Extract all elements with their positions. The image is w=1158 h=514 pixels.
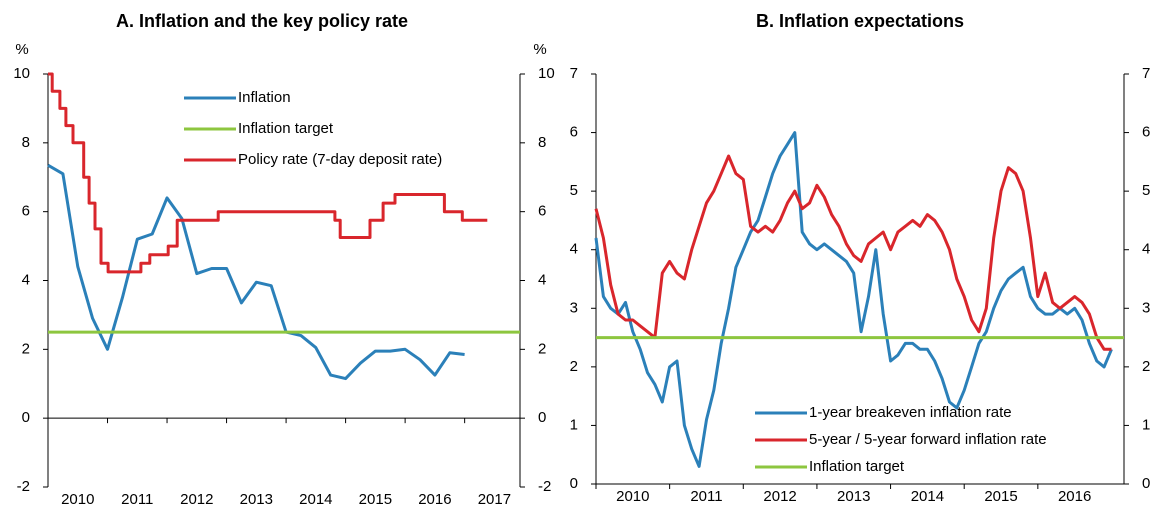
x-tick-label: 2013 (240, 491, 273, 508)
y2-tick-label: 2 (1142, 358, 1150, 375)
y2-tick-label: 5 (1142, 182, 1150, 199)
y2-tick-label: 6 (538, 203, 546, 220)
x-tick-label: 2011 (121, 491, 153, 508)
series-line (594, 131, 1113, 468)
legend-label: Inflation target (809, 458, 905, 475)
x-tick-label: 2011 (690, 488, 722, 505)
y2-tick-label: 0 (1142, 475, 1150, 492)
y2-tick-label: 8 (538, 134, 546, 151)
y2-tick-label: 2 (538, 340, 546, 357)
y2-tick-label: 6 (1142, 124, 1150, 141)
y-tick-label: 0 (22, 409, 30, 426)
y-tick-label: 3 (570, 299, 578, 316)
legend-label: 5-year / 5-year forward inflation rate (809, 431, 1047, 448)
y2-tick-label: 7 (1142, 65, 1150, 82)
y-tick-label: 2 (22, 340, 30, 357)
x-tick-label: 2010 (616, 488, 649, 505)
y-tick-label: -2 (17, 478, 30, 495)
series-line (47, 163, 465, 381)
x-tick-label: 2015 (984, 488, 1017, 505)
x-tick-label: 2017 (478, 491, 511, 508)
x-tick-label: 2010 (61, 491, 94, 508)
y-tick-label: 10 (13, 65, 30, 82)
x-tick-label: 2012 (763, 488, 796, 505)
y2-tick-label: 10 (538, 65, 555, 82)
y2-tick-label: 4 (538, 271, 546, 288)
x-tick-label: 2014 (299, 491, 332, 508)
series-line (594, 154, 1112, 351)
y2-tick-label: 4 (1142, 241, 1150, 258)
y2-tick-label: -2 (538, 478, 551, 495)
y-tick-label: 8 (22, 134, 30, 151)
y-tick-label: 4 (22, 271, 30, 288)
y-tick-label: 6 (22, 203, 30, 220)
chart-title: B. Inflation expectations (756, 11, 964, 31)
x-tick-label: 2016 (1058, 488, 1091, 505)
y-tick-label: 2 (570, 358, 578, 375)
legend-label: Inflation target (238, 120, 334, 137)
y-unit: % (15, 41, 28, 58)
y2-tick-label: 3 (1142, 299, 1150, 316)
chart-title: A. Inflation and the key policy rate (116, 11, 408, 31)
y-tick-label: 7 (570, 65, 578, 82)
series-line (48, 72, 488, 274)
x-tick-label: 2015 (359, 491, 392, 508)
y-tick-label: 6 (570, 124, 578, 141)
y-tick-label: 0 (570, 475, 578, 492)
x-tick-label: 2014 (911, 488, 944, 505)
y2-tick-label: 0 (538, 409, 546, 426)
y-tick-label: 4 (570, 241, 578, 258)
legend-label: Inflation (238, 89, 291, 106)
y2-unit: % (533, 41, 546, 58)
x-tick-label: 2016 (418, 491, 451, 508)
legend-label: 1-year breakeven inflation rate (809, 404, 1012, 421)
x-tick-label: 2012 (180, 491, 213, 508)
y-tick-label: 1 (570, 416, 578, 433)
y-tick-label: 5 (570, 182, 578, 199)
legend-label: Policy rate (7-day deposit rate) (238, 151, 442, 168)
y2-tick-label: 1 (1142, 416, 1150, 433)
x-tick-label: 2013 (837, 488, 870, 505)
